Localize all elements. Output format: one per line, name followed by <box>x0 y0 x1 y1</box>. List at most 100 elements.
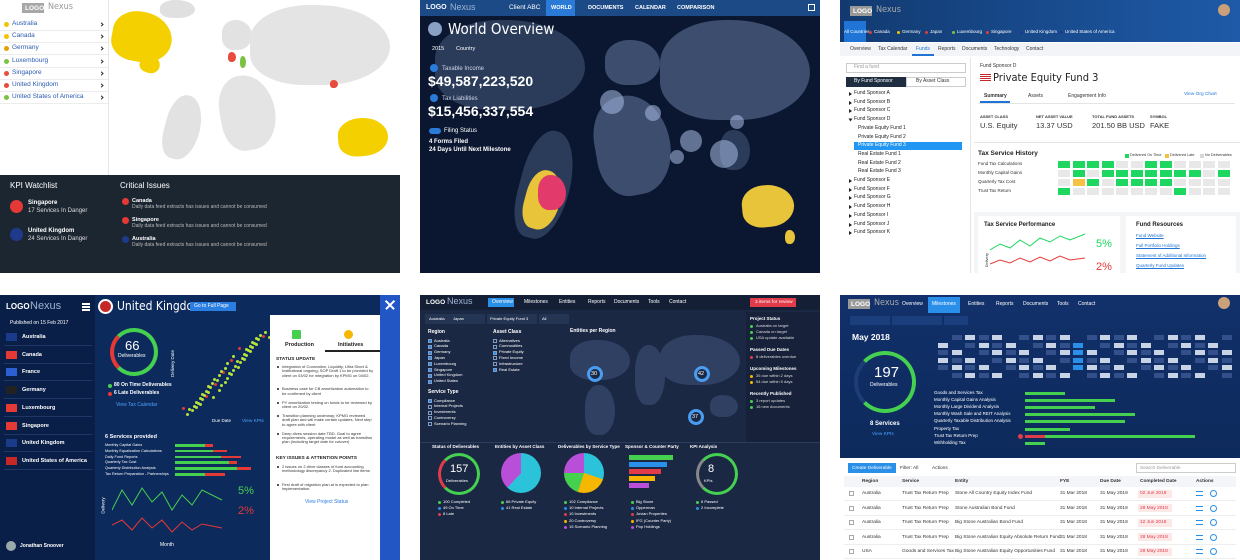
nav-item[interactable]: Overview <box>492 299 513 305</box>
filter-option[interactable]: Controversy <box>434 414 456 420</box>
subtab[interactable]: Assets <box>1028 93 1044 99</box>
filter-option[interactable]: Fixed Income <box>499 354 524 360</box>
search-placeholder[interactable]: Search Deliverable <box>1140 465 1181 471</box>
button-label[interactable]: 3 items for review <box>755 300 793 305</box>
filter-option[interactable]: Australia <box>434 337 450 343</box>
nav-item[interactable]: CALENDAR <box>635 5 666 11</box>
resource-link[interactable]: Full Portfolio Holdings <box>1136 243 1180 248</box>
resource-link[interactable]: Statement of Additional Information <box>1136 253 1207 258</box>
tree-leaf[interactable]: Private Equity Fund 2 <box>858 133 906 140</box>
country-item[interactable]: Australia <box>22 334 46 340</box>
filter-item[interactable]: Japan <box>930 29 943 34</box>
filter-option[interactable]: United Kingdom <box>434 372 463 378</box>
tree-node[interactable]: Fund Sponsor F <box>854 185 890 192</box>
filter-item[interactable]: Luxembourg <box>957 29 983 34</box>
tree-leaf[interactable]: Real Estate Fund 3 <box>858 168 901 175</box>
tree-node[interactable]: Fund Sponsor H <box>854 203 891 210</box>
year-select[interactable]: 2015 <box>432 46 445 52</box>
nav-item[interactable]: Documents <box>1023 301 1049 307</box>
filter-option[interactable]: Internal Projects <box>434 403 463 409</box>
filter-option[interactable]: Alternatives <box>499 337 520 343</box>
tree-leaf[interactable]: Private Equity Fund 3 <box>858 142 906 149</box>
filter-chip[interactable]: All <box>542 316 547 321</box>
tree-node[interactable]: Fund Sponsor C <box>854 107 891 114</box>
nav-item[interactable]: Client ABC <box>509 4 541 11</box>
nav-item[interactable]: Tools <box>648 299 660 305</box>
link[interactable]: View Project Status <box>305 499 349 505</box>
link[interactable]: View KPIs <box>872 432 894 437</box>
filter-option[interactable]: Singapore <box>434 366 453 372</box>
filter-option[interactable]: Canada <box>434 343 449 349</box>
filter-option[interactable]: Commodities <box>499 343 523 349</box>
nav-item[interactable]: Tools <box>1057 301 1069 307</box>
country-item[interactable]: Singapore <box>12 68 42 76</box>
filter-item[interactable]: Canada <box>874 29 890 34</box>
tab[interactable]: Reports <box>938 46 956 52</box>
tree-leaf[interactable]: Real Estate Fund 2 <box>858 159 901 166</box>
country-item[interactable]: United Kingdom <box>22 440 65 447</box>
filter-option[interactable]: Private Equity <box>499 349 524 355</box>
country-select[interactable]: Country <box>456 46 476 52</box>
country-item[interactable]: United States of America <box>12 93 84 101</box>
resource-link[interactable]: Fund Website <box>1136 233 1164 238</box>
actions-menu[interactable]: Actions <box>932 465 948 471</box>
nav-item[interactable]: DOCUMENTS <box>588 5 624 11</box>
tree-node[interactable]: Fund Sponsor J <box>854 220 890 227</box>
tree-leaf[interactable]: Real Estate Fund 1 <box>858 150 901 157</box>
tab[interactable]: Tax Calendar <box>878 46 908 52</box>
nav-item[interactable]: Milestones <box>932 301 956 307</box>
tab[interactable]: Initiatives <box>338 342 364 348</box>
nav-item[interactable]: COMPARISON <box>677 5 715 11</box>
country-item[interactable]: Canada <box>12 32 35 40</box>
nav-item[interactable]: Reports <box>996 301 1014 307</box>
country-item[interactable]: Singapore <box>22 422 49 429</box>
tree-node[interactable]: Fund Sponsor D <box>854 116 891 123</box>
nav-item[interactable]: Contact <box>669 299 687 305</box>
subtab[interactable]: Engagement Info <box>1068 93 1107 99</box>
filter-item[interactable]: Singapore <box>991 29 1012 34</box>
tab[interactable]: Overview <box>850 46 871 52</box>
tree-leaf[interactable]: Private Equity Fund 1 <box>858 124 906 131</box>
button-label[interactable]: Go to Full Page <box>194 303 229 309</box>
filter-item[interactable]: United Kingdom <box>1025 29 1058 34</box>
nav-item[interactable]: Reports <box>588 299 606 305</box>
tab[interactable]: Contact <box>1026 46 1044 52</box>
country-item[interactable]: France <box>22 369 41 376</box>
filter-chip[interactable]: Japan <box>453 316 464 321</box>
country-item[interactable]: Luxembourg <box>12 56 49 64</box>
tree-node[interactable]: Fund Sponsor I <box>854 211 889 218</box>
tree-node[interactable]: Fund Sponsor A <box>854 90 890 96</box>
filter-option[interactable]: Scenario Planning <box>434 420 467 426</box>
filter-option[interactable]: Infrastructure <box>499 360 523 366</box>
country-item[interactable]: United States of America <box>22 457 87 464</box>
nav-item[interactable]: Milestones <box>524 299 548 305</box>
nav-item[interactable]: Entities <box>968 301 985 307</box>
filter-option[interactable]: Real Estate <box>499 366 520 372</box>
filter-option[interactable]: Luxembourg <box>434 360 457 366</box>
link[interactable]: View Org Chart <box>1184 92 1217 97</box>
tab[interactable]: Documents <box>962 46 988 52</box>
month-select[interactable]: May 2018 <box>852 332 890 342</box>
button-label[interactable]: Create Deliverable <box>852 465 892 471</box>
country-item[interactable]: United Kingdom <box>12 81 59 88</box>
filter-chip[interactable]: Private Equity Fund 3 <box>490 316 529 321</box>
link[interactable]: View Tax Calendar <box>116 402 158 408</box>
filter-option[interactable]: United States <box>434 378 459 384</box>
resource-link[interactable]: Quarterly Fund Updates <box>1136 263 1185 268</box>
filter-select[interactable]: Filter: All <box>900 465 919 471</box>
filter-chip[interactable]: Australia <box>429 316 445 321</box>
filter-item[interactable]: United States of America <box>1065 29 1115 34</box>
filter-option[interactable]: Germany <box>434 349 451 355</box>
filter-option[interactable]: Compliance <box>434 397 456 403</box>
subtab[interactable]: Summary <box>984 93 1007 99</box>
nav-item[interactable]: Entities <box>559 299 576 305</box>
nav-item[interactable]: Overview <box>902 301 923 307</box>
tab[interactable]: Production <box>285 342 315 348</box>
toggle-label[interactable]: By Fund Sponsor <box>854 78 893 84</box>
country-item[interactable]: Canada <box>22 351 42 358</box>
date-select[interactable]: Published on 15 Feb 2017 <box>10 320 69 326</box>
nav-item[interactable]: WORLD <box>551 5 572 11</box>
filter-item[interactable]: Germany <box>902 29 921 34</box>
toggle-label[interactable]: By Asset Class <box>916 78 950 84</box>
filter-option[interactable]: Investments <box>434 409 456 415</box>
